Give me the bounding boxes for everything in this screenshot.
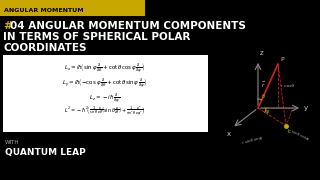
Text: x: x (227, 131, 231, 137)
Text: z: z (260, 50, 264, 56)
Bar (0, 0, 145, 16)
Text: r sinθ cosφ: r sinθ cosφ (288, 128, 309, 141)
Text: WITH: WITH (5, 140, 20, 145)
Text: COORDINATES: COORDINATES (3, 43, 86, 53)
Text: QUANTUM LEAP: QUANTUM LEAP (5, 148, 86, 157)
Text: P: P (280, 57, 284, 62)
Bar (3, 55, 208, 132)
Text: $L^2 = -\hbar^2\!\left(\frac{1}{\sin\theta}\frac{\partial}{\partial\theta}\!\lef: $L^2 = -\hbar^2\!\left(\frac{1}{\sin\the… (64, 104, 146, 118)
Text: φ: φ (266, 109, 269, 114)
Text: L: L (287, 129, 290, 134)
Text: r sinθ sinφ: r sinθ sinφ (242, 136, 263, 145)
Text: $L_x = i\hbar\!\left(\sin\varphi\,\frac{\partial}{\partial\theta}+\cot\theta\cos: $L_x = i\hbar\!\left(\sin\varphi\,\frac{… (64, 62, 146, 76)
Text: 04 ANGULAR MOMENTUM COMPONENTS: 04 ANGULAR MOMENTUM COMPONENTS (10, 21, 246, 31)
Text: $L_z = -i\hbar\,\frac{\partial}{\partial\varphi}$: $L_z = -i\hbar\,\frac{\partial}{\partial… (89, 92, 121, 106)
Text: y: y (304, 105, 308, 111)
Text: IN TERMS OF SPHERICAL POLAR: IN TERMS OF SPHERICAL POLAR (3, 32, 190, 42)
Text: r cosθ: r cosθ (281, 84, 294, 88)
Text: ANGULAR MOMENTUM: ANGULAR MOMENTUM (4, 8, 84, 12)
Text: $\vec{r}$: $\vec{r}$ (261, 80, 266, 90)
Text: θ: θ (262, 94, 265, 99)
Text: $L_y = i\hbar\!\left(-\cos\varphi\,\frac{\partial}{\partial\theta}+\cot\theta\si: $L_y = i\hbar\!\left(-\cos\varphi\,\frac… (62, 77, 148, 91)
Text: #: # (3, 21, 12, 31)
